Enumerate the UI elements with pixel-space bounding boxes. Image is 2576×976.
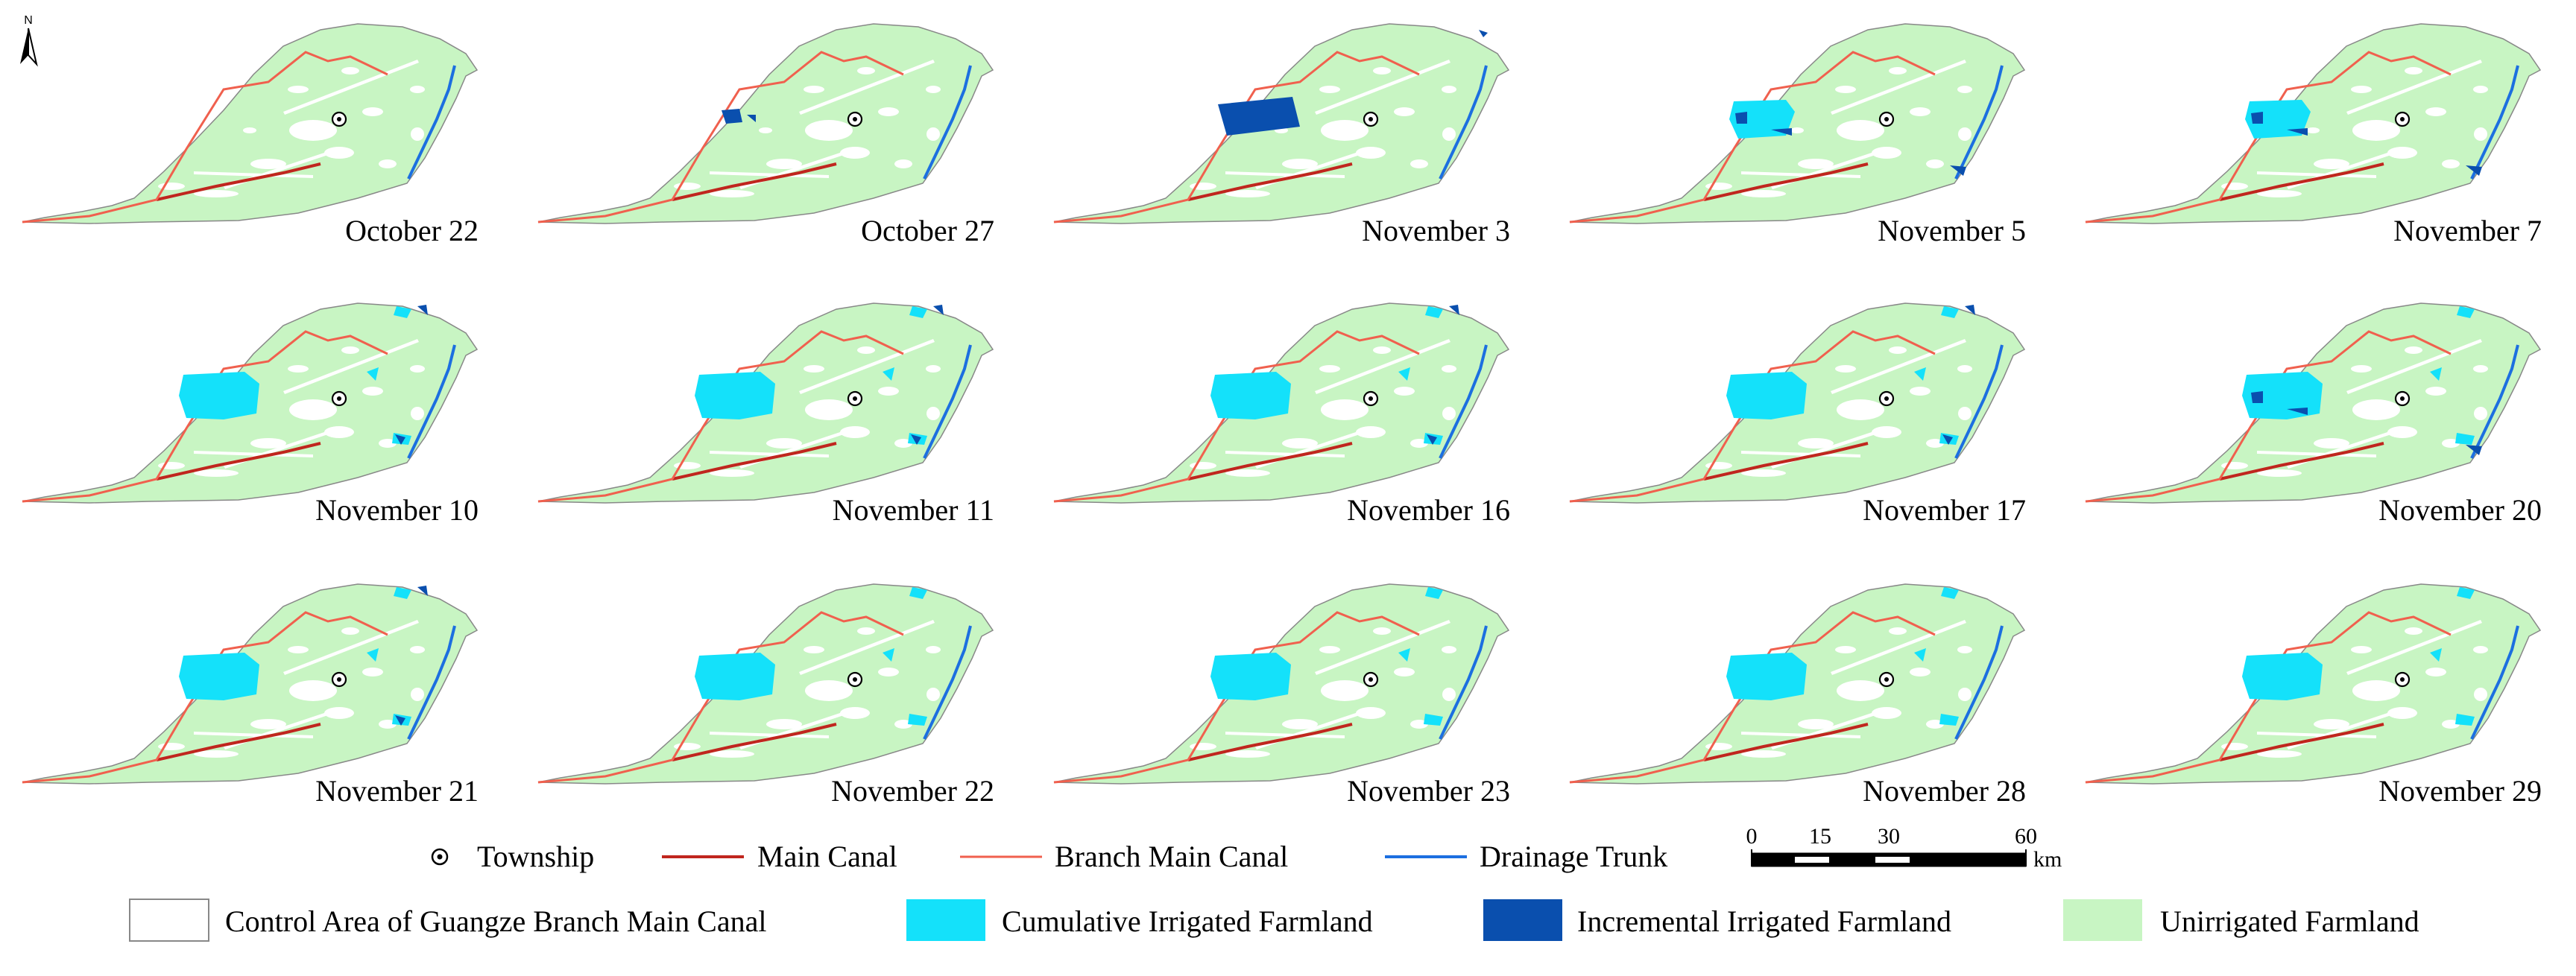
panel-date-label: November 11: [833, 493, 994, 527]
legend-branch-main-canal-label: Branch Main Canal: [1055, 840, 1288, 873]
cumulative-swatch: [906, 899, 985, 941]
legend-township: Township: [431, 840, 594, 873]
map-panel: November 23: [1052, 583, 1510, 808]
unirrigated-swatch: [2063, 899, 2142, 941]
panel-date-label: November 17: [1863, 493, 2026, 527]
legend-incremental: Incremental Irrigated Farmland: [1483, 899, 1951, 941]
map-panel: November 10: [21, 302, 479, 527]
irrigation-overlay: [1218, 30, 1488, 136]
legend-branch-main-canal: Branch Main Canal: [960, 840, 1288, 873]
legend-drainage-trunk: Drainage Trunk: [1385, 840, 1667, 873]
irrigation-overlay: [179, 305, 428, 445]
panel-date-label: November 7: [2393, 214, 2542, 247]
legend-unirrigated-label: Unirrigated Farmland: [2160, 904, 2419, 938]
scale-bar: 0 15 30 60 km: [1746, 824, 2062, 872]
irrigation-overlay: [1210, 305, 1459, 445]
irrigation-overlay: [2242, 306, 2482, 455]
legend-cumulative-label: Cumulative Irrigated Farmland: [1002, 904, 1373, 938]
panel-date-label: November 28: [1863, 774, 2026, 808]
legend-control-area-label: Control Area of Guangze Branch Main Cana…: [225, 904, 766, 938]
map-panel: October 22: [21, 22, 479, 247]
panel-date-label: November 23: [1347, 774, 1510, 808]
irrigation-overlay: [179, 586, 428, 726]
map-panel: November 7: [2084, 22, 2542, 247]
map-panel: November 16: [1052, 302, 1510, 527]
irrigation-overlay: [1726, 587, 1959, 726]
irrigation-overlay: [695, 587, 927, 726]
irrigation-overlay: [2245, 100, 2482, 176]
map-panel: November 29: [2084, 583, 2542, 808]
legend-control-area: Control Area of Guangze Branch Main Cana…: [129, 899, 766, 942]
panel-date-label: November 20: [2378, 493, 2542, 527]
panel-date-label: November 22: [831, 774, 994, 808]
scale-tick-15: 15: [1809, 824, 1831, 849]
panel-date-label: October 22: [345, 214, 479, 247]
map-panel: November 28: [1568, 583, 2026, 808]
map-panel: November 11: [537, 302, 994, 527]
map-panel: October 27: [537, 22, 994, 247]
map-panel: November 5: [1568, 22, 2026, 247]
north-label: N: [24, 14, 33, 27]
map-panel: November 17: [1568, 302, 2026, 527]
legend-drainage-trunk-label: Drainage Trunk: [1480, 840, 1667, 873]
panel-date-label: November 29: [2378, 774, 2542, 808]
legend-main-canal-label: Main Canal: [757, 840, 897, 873]
north-arrow-icon: N: [20, 14, 38, 67]
irrigation-overlay: [1729, 100, 1966, 176]
legend-cumulative: Cumulative Irrigated Farmland: [906, 899, 1373, 941]
map-panel: November 22: [537, 583, 994, 808]
legend-unirrigated: Unirrigated Farmland: [2063, 899, 2419, 941]
legend: Township Main Canal Branch Main Canal Dr…: [129, 840, 2419, 942]
irrigation-overlay: [722, 109, 756, 124]
irrigation-overlay: [2242, 587, 2475, 726]
irrigation-overlay: [695, 305, 944, 445]
map-panel: November 21: [21, 583, 479, 808]
panel-date-label: October 27: [861, 214, 994, 247]
map-panel: November 20: [2084, 302, 2542, 527]
panel-date-label: November 3: [1362, 214, 1510, 247]
scale-tick-30: 30: [1878, 824, 1900, 849]
scale-tick-60: 60: [2015, 824, 2037, 849]
control-area-swatch: [129, 899, 209, 942]
legend-incremental-label: Incremental Irrigated Farmland: [1577, 904, 1951, 938]
irrigation-overlay: [1726, 305, 1975, 445]
scale-unit: km: [2033, 847, 2062, 872]
panel-date-label: November 21: [315, 774, 479, 808]
incremental-swatch: [1483, 899, 1562, 941]
legend-township-label: Township: [477, 840, 594, 873]
map-panels: October 22 October 27 November 3 November 5…: [21, 22, 2542, 808]
irrigation-overlay: [1210, 587, 1443, 726]
panel-date-label: November 16: [1347, 493, 1510, 527]
map-panel: November 3: [1052, 22, 1510, 247]
panel-date-label: November 10: [315, 493, 479, 527]
scale-tick-0: 0: [1746, 824, 1758, 849]
panel-date-label: November 5: [1878, 214, 2026, 247]
legend-main-canal: Main Canal: [662, 840, 897, 873]
